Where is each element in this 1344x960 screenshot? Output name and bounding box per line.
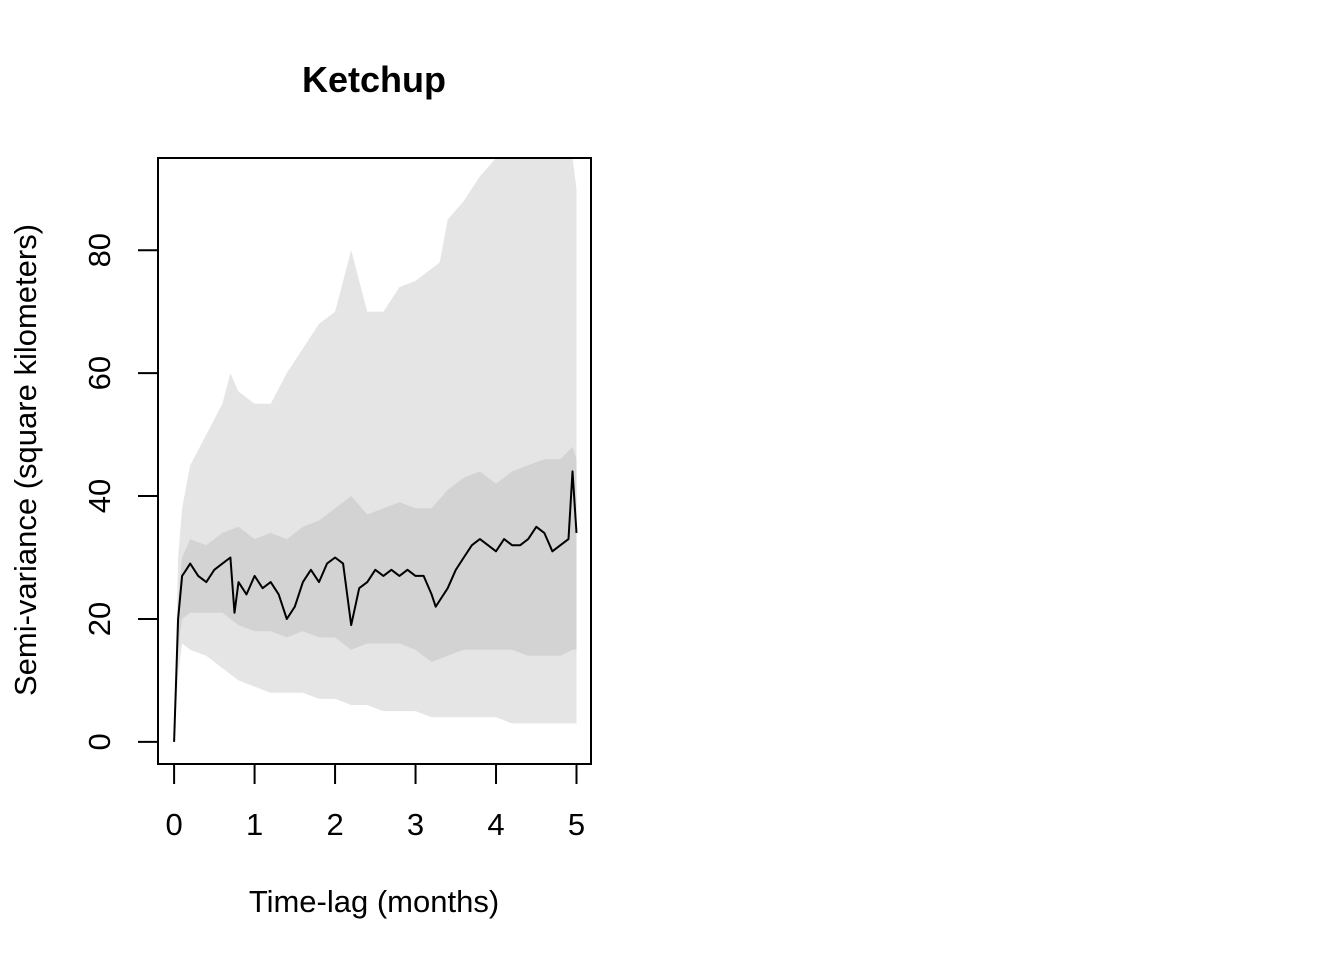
semi-variance-line <box>173 470 578 742</box>
y-axis: 0 20 40 60 80 <box>82 233 159 751</box>
x-tick-label: 5 <box>568 807 585 842</box>
y-tick-label: 40 <box>82 479 117 513</box>
x-axis-label: Time-lag (months) <box>249 884 499 919</box>
plot-area <box>173 158 578 742</box>
y-tick-label: 20 <box>82 602 117 636</box>
y-tick-label: 0 <box>82 733 117 750</box>
x-tick-label: 0 <box>165 807 182 842</box>
x-tick-label: 1 <box>246 807 263 842</box>
x-axis: 0 1 2 3 4 5 <box>165 763 585 842</box>
outer-band <box>174 158 577 742</box>
y-tick-label: 60 <box>82 356 117 390</box>
y-axis-label: Semi-variance (square kilometers) <box>8 224 43 696</box>
chart-title: Ketchup <box>302 59 446 100</box>
inner-band <box>174 446 577 742</box>
y-tick-label: 80 <box>82 233 117 267</box>
x-tick-label: 3 <box>407 807 424 842</box>
x-tick-label: 2 <box>326 807 343 842</box>
x-tick-label: 4 <box>487 807 504 842</box>
